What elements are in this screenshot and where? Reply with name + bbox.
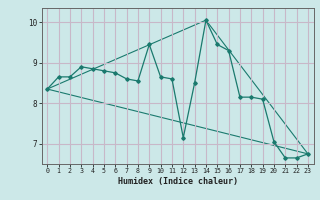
X-axis label: Humidex (Indice chaleur): Humidex (Indice chaleur) <box>118 177 237 186</box>
